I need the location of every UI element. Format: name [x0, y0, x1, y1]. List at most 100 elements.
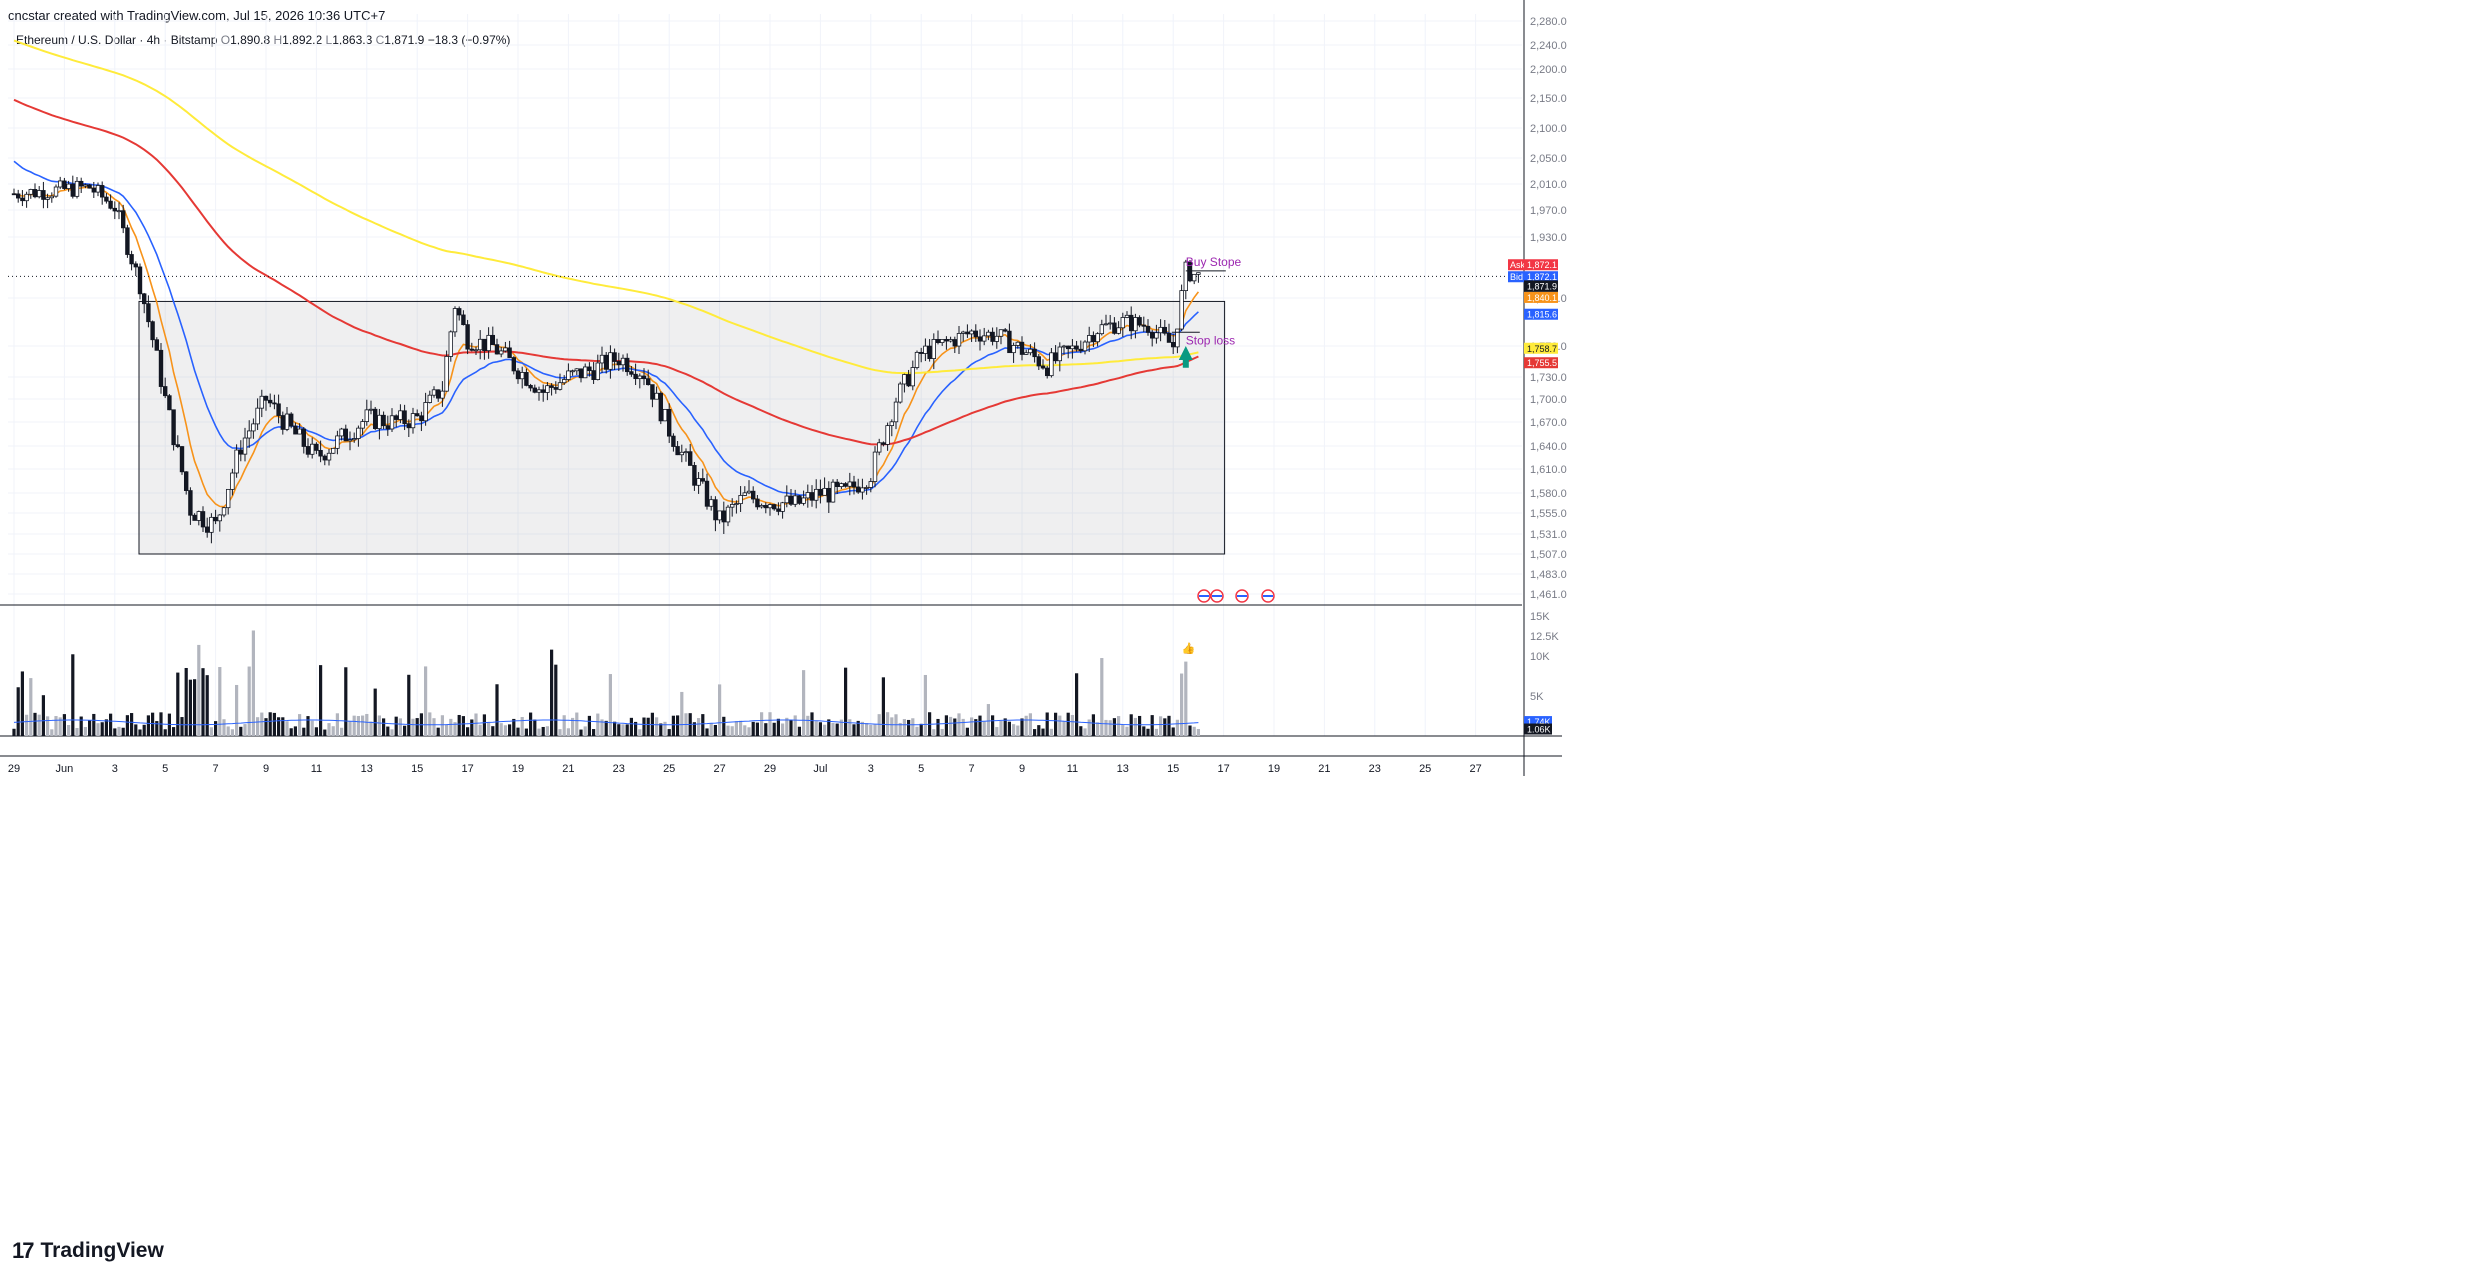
candle: [66, 180, 71, 192]
candle: [192, 513, 197, 521]
volume-bar: [1192, 726, 1196, 736]
candle: [889, 419, 894, 437]
candle: [377, 408, 382, 440]
candle: [402, 404, 407, 431]
candle-body: [389, 415, 395, 430]
candle: [1129, 306, 1134, 340]
candle-body: [1192, 273, 1197, 282]
candle-body: [188, 490, 193, 516]
price-label: 1,840.1: [1524, 291, 1558, 303]
volume-bar: [856, 720, 860, 736]
volume-bar: [130, 713, 134, 736]
tradingview-logo[interactable]: 17 TradingView: [12, 1238, 164, 1264]
volume-bar: [873, 724, 877, 736]
candle: [524, 368, 529, 387]
candle-body: [994, 335, 999, 342]
candle: [935, 330, 941, 345]
candle-body: [851, 481, 857, 488]
candle: [267, 393, 273, 408]
candles[interactable]: [11, 175, 1201, 544]
candle-body: [125, 227, 130, 255]
candle: [893, 397, 899, 430]
volume-bar: [96, 723, 100, 736]
candle-body: [671, 435, 676, 447]
symbol-label[interactable]: Ethereum / U.S. Dollar · 4h · Bitstamp: [16, 33, 218, 47]
volume-bar: [982, 721, 986, 736]
candle-body: [469, 348, 474, 351]
candle-body: [990, 331, 995, 342]
candle-body: [608, 352, 613, 370]
volume-bar: [751, 721, 755, 736]
candle-body: [423, 402, 428, 422]
volume-bar: [1041, 728, 1045, 736]
volume-bar: [403, 725, 407, 736]
candle-body: [1007, 330, 1012, 354]
time-tick-label: 23: [1369, 763, 1381, 775]
candle: [456, 306, 462, 321]
candle-body: [944, 338, 949, 342]
candle-body: [654, 392, 659, 400]
candle-body: [868, 481, 873, 488]
candle: [360, 419, 365, 436]
candle: [633, 363, 638, 386]
candle-body: [301, 428, 306, 447]
candle-body: [1036, 356, 1041, 367]
price-label-tag-text: Ask: [1510, 260, 1526, 270]
candle: [818, 479, 823, 504]
candle-body: [885, 425, 890, 445]
candle: [91, 181, 96, 198]
volume-bar: [839, 719, 843, 736]
candle: [125, 224, 130, 258]
annotations[interactable]: Buy Stope Stop loss 👍: [1171, 255, 1275, 655]
volume-bar: [92, 713, 96, 736]
price-tick-label: 2,240.0: [1530, 40, 1567, 52]
volume-bar: [1079, 726, 1083, 736]
candle: [788, 488, 794, 506]
volume-bar: [386, 726, 390, 736]
candle: [11, 188, 17, 196]
candle: [515, 368, 521, 384]
volume-bar: [608, 674, 612, 736]
volume-bar: [617, 724, 621, 736]
volume-bar: [453, 722, 457, 736]
candle-body: [477, 338, 483, 351]
volume-bar: [592, 729, 596, 736]
candle-body: [1011, 345, 1016, 354]
volume-bar: [827, 719, 831, 736]
volume-bar: [1146, 728, 1150, 736]
candle-body: [906, 374, 911, 387]
candle: [860, 478, 865, 500]
volume-bar: [923, 674, 927, 736]
candle: [305, 438, 311, 458]
volume-bar: [46, 716, 50, 736]
candle: [868, 478, 873, 493]
price-tick-label: 1,930.0: [1530, 232, 1567, 244]
volume-tick-label: 15K: [1530, 611, 1550, 623]
candle-body: [385, 425, 390, 430]
candle: [452, 306, 458, 337]
candle-body: [822, 487, 827, 496]
candle-body: [1187, 261, 1193, 282]
candle-body: [969, 330, 974, 335]
price-tick-label: 2,150.0: [1530, 93, 1567, 105]
candle: [944, 336, 949, 350]
volume-bar: [348, 721, 352, 736]
candle-body: [398, 410, 403, 420]
volume-bar: [1104, 719, 1108, 736]
volume-bar: [642, 717, 646, 736]
candle: [948, 336, 953, 343]
volume-bar: [911, 718, 915, 736]
volume-bar: [1045, 712, 1049, 736]
candle-body: [860, 487, 865, 493]
candle: [557, 373, 563, 391]
volume-bar: [306, 716, 310, 736]
candle-body: [255, 407, 260, 425]
high-label: H: [273, 33, 283, 47]
candle: [755, 494, 760, 510]
candle: [604, 351, 609, 374]
candle: [58, 176, 63, 190]
candle: [385, 415, 390, 436]
candle-body: [1032, 348, 1037, 358]
candle-body: [704, 480, 710, 507]
